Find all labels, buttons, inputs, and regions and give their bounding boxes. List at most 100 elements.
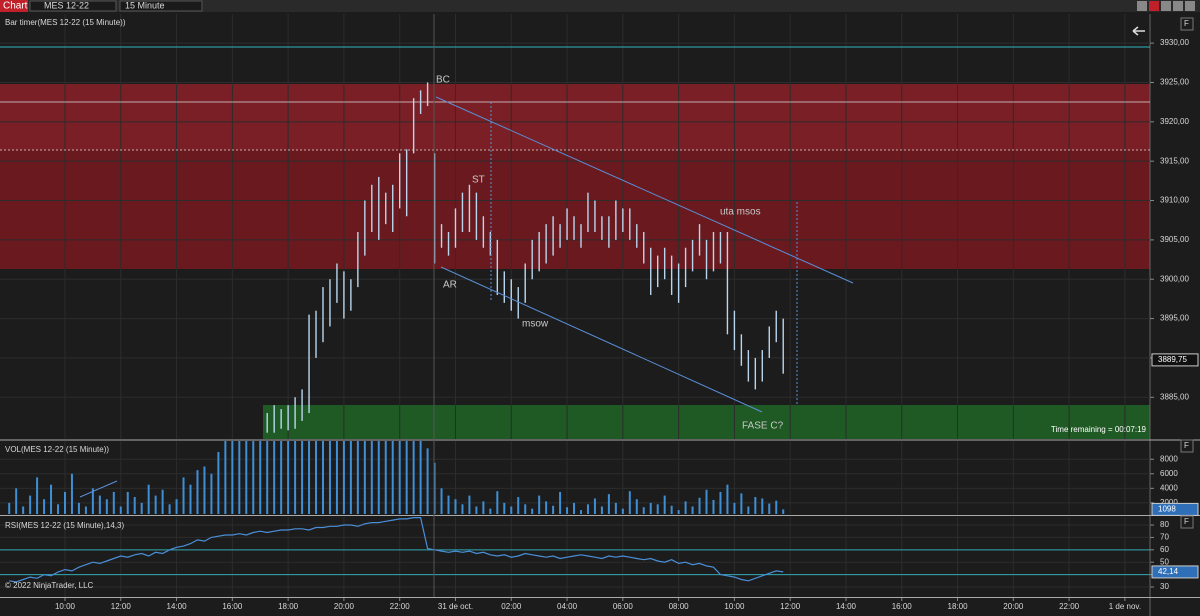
instrument-select[interactable] (29, 0, 117, 12)
last-value-tag (1151, 565, 1199, 579)
volume-bar (552, 505, 555, 514)
volume-bar (252, 441, 255, 514)
annotation: AR (443, 280, 457, 291)
annotation: FASE C? (742, 421, 784, 432)
volume-bar (210, 473, 213, 514)
app-tab[interactable] (0, 0, 28, 12)
last-value-label: 1098 (1158, 505, 1176, 514)
x-tick-label: 1 de nov. (1109, 602, 1141, 611)
volume-bar (168, 504, 171, 514)
volume-bar (433, 462, 436, 514)
annotation: ST (472, 175, 485, 186)
volume-bar (517, 497, 520, 514)
vol-trend (79, 480, 118, 498)
interval-select[interactable] (119, 0, 203, 12)
volume-bar (593, 498, 596, 514)
volume-bar (747, 506, 750, 514)
panel-title: Bar timer(MES 12-22 (15 Minute)) (5, 18, 126, 27)
volume-bar (642, 507, 645, 514)
toolbar: Chart MES 12-22 15 Minute (0, 0, 1200, 12)
f-box (1180, 17, 1194, 31)
f-label: F (1184, 19, 1189, 28)
volume-bar (36, 477, 39, 514)
y-tick-label: 4000 (1160, 483, 1178, 492)
volume-bar (119, 506, 122, 514)
volume-bar (308, 441, 311, 514)
volume-bar (29, 495, 32, 514)
volume-bar (328, 441, 331, 514)
annotation: BC (436, 75, 450, 86)
volume-bar (600, 506, 603, 514)
volume-bar (133, 497, 136, 514)
volume-bar (203, 466, 206, 514)
volume-bar (370, 441, 373, 514)
volume-bar (628, 491, 631, 514)
volume-bar (559, 491, 562, 514)
window-btn[interactable] (1161, 1, 1171, 11)
volume-bar (649, 502, 652, 514)
volume-bar (301, 441, 304, 514)
volume-bar (670, 505, 673, 514)
volume-bar (510, 506, 513, 514)
volume-bar (126, 491, 129, 514)
volume-bar (84, 506, 87, 514)
volume-bar (698, 497, 701, 514)
panel-title: VOL(MES 12-22 (15 Minute)) (5, 445, 109, 454)
volume-bar (566, 507, 569, 514)
zones (0, 84, 1150, 439)
volume-bar (573, 502, 576, 514)
plot (0, 14, 1150, 439)
volume-bar (405, 441, 408, 514)
volume-bar (545, 501, 548, 514)
volume-bar (384, 441, 387, 514)
volume-bar (224, 441, 227, 514)
window-btn[interactable] (1173, 1, 1183, 11)
x-tick-label: 31 de oct. (438, 602, 473, 611)
volume-bar (726, 484, 729, 514)
interval: 15 Minute (125, 0, 165, 10)
volume-bar (238, 441, 241, 514)
volume-bar (266, 441, 269, 514)
volume-bar (461, 504, 464, 514)
volume-bar (22, 506, 25, 514)
volume-bar (740, 493, 743, 514)
copyright: © 2022 NinjaTrader, LLC (5, 581, 94, 590)
volume-bar (356, 441, 359, 514)
volume-bar (684, 501, 687, 514)
volume-bar (586, 504, 589, 514)
volume-bar (482, 501, 485, 514)
volume-bar (579, 510, 582, 514)
x-tick-label: 10:00 (55, 602, 76, 611)
time-remaining: Time remaining = 00:07:19 (1051, 425, 1147, 434)
supply-zone-upper (0, 84, 1150, 150)
trend-line (435, 96, 854, 284)
volume-bar (496, 491, 499, 514)
volume-bar (15, 488, 18, 514)
window-btn[interactable] (1137, 1, 1147, 11)
volume-bar (503, 502, 506, 514)
volume-bar (621, 508, 624, 514)
volume-bar (531, 508, 534, 514)
y-tick-label: 30 (1160, 582, 1169, 591)
volume-bar (196, 470, 199, 514)
volume-bar (363, 441, 366, 514)
volume-bar (454, 499, 457, 514)
y-tick-label: 3910,00 (1160, 196, 1189, 205)
volume-bar (349, 441, 352, 514)
volume-bar (677, 510, 680, 514)
f-box (1180, 515, 1194, 529)
y-tick-label: 3915,00 (1160, 156, 1189, 165)
instrument: MES 12-22 (44, 0, 89, 10)
volume-bar (377, 441, 380, 514)
last-value-label: 3889,75 (1158, 355, 1187, 364)
volume-bar (391, 441, 394, 514)
window-btn[interactable] (1149, 1, 1159, 11)
x-tick-label: 06:00 (613, 602, 634, 611)
volume-bar (447, 495, 450, 514)
window-btn[interactable] (1185, 1, 1195, 11)
volume-bar (70, 473, 73, 514)
volume-bar (294, 441, 297, 514)
toolbar-bg (0, 0, 1200, 12)
volume-bar (426, 448, 429, 514)
